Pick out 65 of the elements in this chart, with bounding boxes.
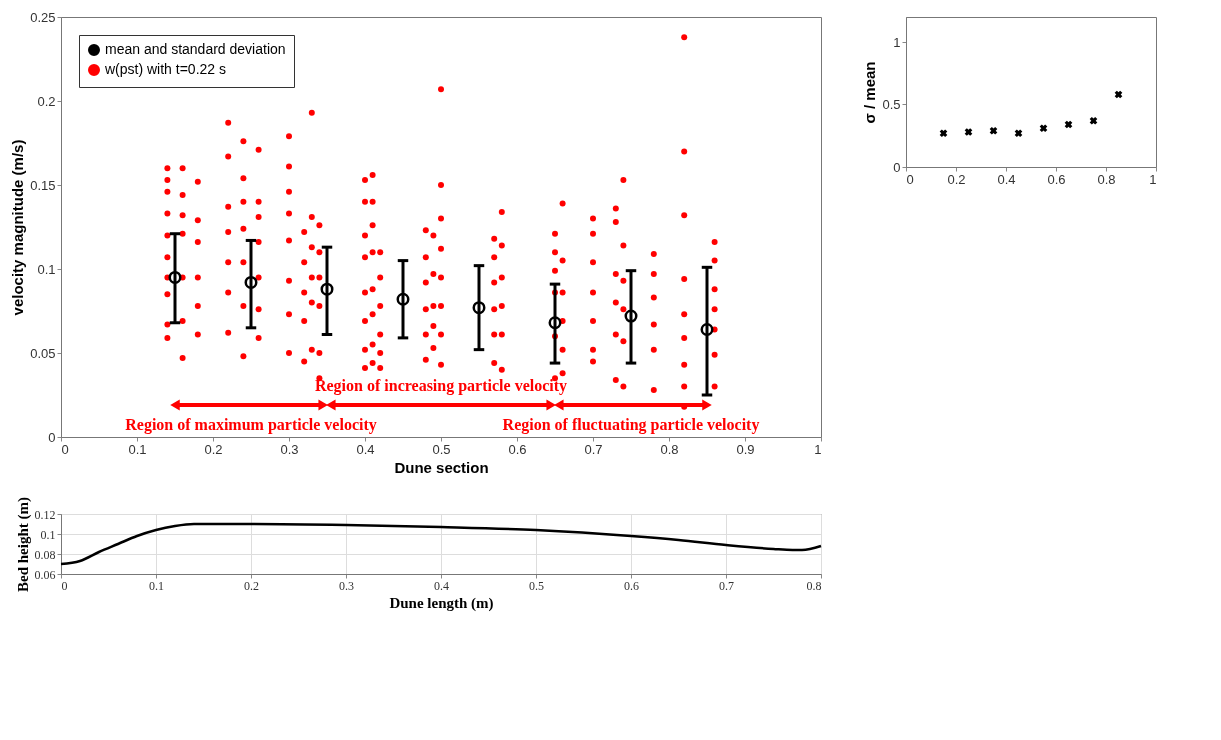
- legend-label: w(pst) with t=0.22 s: [104, 61, 226, 77]
- annotation: Region of maximum particle velocity: [125, 416, 377, 434]
- y-tick-label: 0: [48, 429, 56, 445]
- y-axis-title: Bed height (m): [14, 497, 32, 592]
- x-tick-label: 0.2: [244, 578, 259, 593]
- x-tick-label: 0.2: [947, 171, 966, 187]
- x-tick-label: 0.4: [997, 171, 1016, 187]
- point: [1039, 124, 1048, 133]
- y-tick-label: 0.15: [30, 177, 56, 193]
- y-tick-label: 0.08: [34, 547, 56, 562]
- x-tick-label: 0.8: [1097, 171, 1116, 187]
- x-tick-label: 1: [814, 441, 822, 457]
- x-tick-label: 0.6: [508, 441, 527, 457]
- x-tick-label: 0.6: [624, 578, 639, 593]
- point: [548, 316, 562, 330]
- x-tick-label: 0.4: [356, 441, 375, 457]
- point: [472, 301, 486, 315]
- x-tick-label: 0: [906, 171, 914, 187]
- x-tick-label: 0.7: [584, 441, 603, 457]
- x-tick-label: 0.6: [1047, 171, 1066, 187]
- y-tick-label: 0.1: [37, 261, 56, 277]
- annotation: Region of fluctuating particle velocity: [502, 416, 760, 434]
- x-tick-label: 0.1: [128, 441, 147, 457]
- line-series: [59, 522, 823, 566]
- point: [989, 126, 998, 135]
- y-axis-title: velocity magnitude (m/s): [9, 139, 27, 316]
- point: [1014, 129, 1023, 138]
- x-tick-label: 0.3: [339, 578, 354, 593]
- x-tick-label: 0.5: [529, 578, 544, 593]
- y-tick-label: 0.12: [34, 507, 56, 522]
- x-tick-label: 0.3: [280, 441, 299, 457]
- x-tick-label: 0.5: [432, 441, 451, 457]
- y-tick-label: 0.06: [34, 567, 56, 582]
- point: [168, 270, 182, 284]
- x-tick-label: 0.9: [736, 441, 755, 457]
- point: [939, 129, 948, 138]
- x-tick-label: 0: [61, 578, 68, 593]
- y-tick-label: 0: [893, 159, 901, 175]
- point: [1064, 120, 1073, 129]
- y-tick-label: 0.1: [40, 527, 56, 542]
- point: [320, 282, 334, 296]
- x-tick-label: 0.8: [806, 578, 822, 593]
- y-tick-label: 0.05: [30, 345, 56, 361]
- point: [624, 309, 638, 323]
- y-tick-label: 0.25: [30, 9, 56, 25]
- point: [1089, 116, 1098, 125]
- annotation: Region of increasing particle velocity: [314, 377, 568, 395]
- x-tick-label: 1: [1149, 171, 1157, 187]
- x-tick-label: 0.7: [719, 578, 734, 593]
- y-tick-label: 1: [893, 34, 901, 50]
- point: [700, 323, 714, 336]
- legend-label: mean and standard deviation: [105, 41, 286, 57]
- point: [396, 292, 410, 306]
- y-axis-title: σ / mean: [861, 61, 879, 124]
- x-tick-label: 0.1: [149, 578, 164, 593]
- y-tick-label: 0.5: [882, 97, 901, 112]
- x-axis-title: Dune section: [394, 458, 489, 476]
- x-tick-label: 0.4: [434, 578, 449, 593]
- x-tick-label: 0.8: [660, 441, 679, 457]
- point: [1114, 90, 1123, 99]
- point: [244, 275, 258, 289]
- y-tick-label: 0.2: [37, 93, 56, 109]
- x-tick-label: 0: [61, 441, 69, 457]
- x-tick-label: 0.2: [204, 441, 223, 457]
- x-axis-title: Dune length (m): [389, 594, 494, 612]
